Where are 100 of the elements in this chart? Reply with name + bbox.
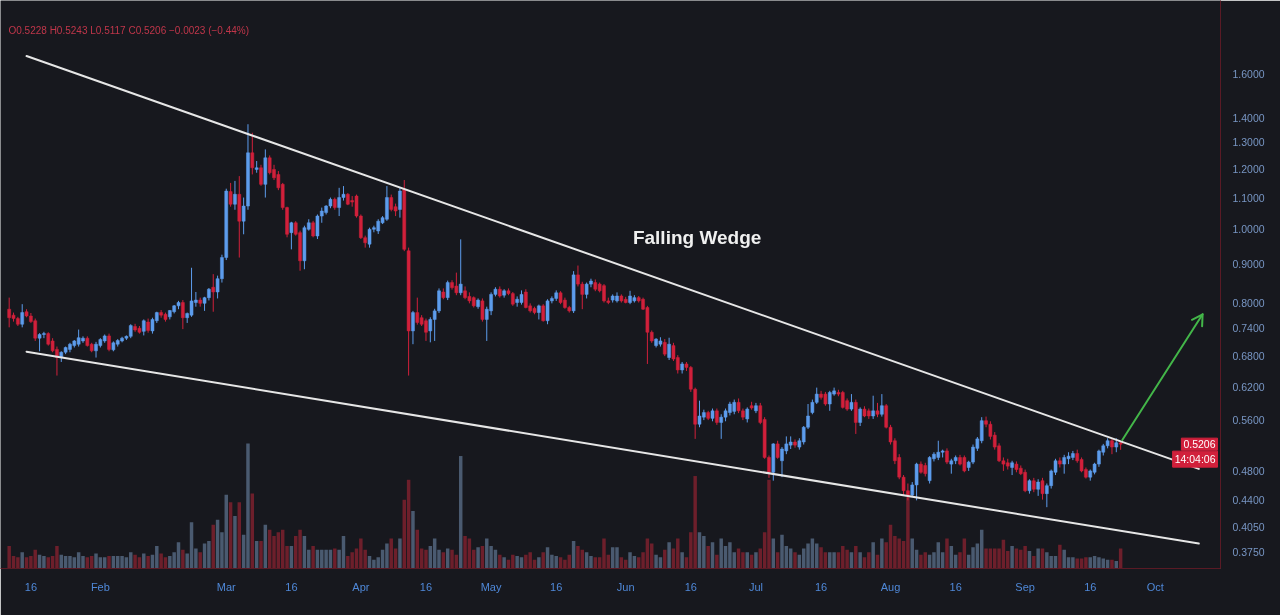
candlestick	[480, 297, 485, 323]
bar	[1036, 548, 1040, 569]
x-tick-label: 16	[949, 580, 962, 593]
bar	[33, 549, 37, 569]
candlestick	[289, 221, 294, 250]
x-tick-label: Feb	[90, 580, 110, 593]
bar	[463, 536, 467, 569]
bar	[107, 556, 111, 569]
bar	[1097, 557, 1101, 569]
bar	[754, 552, 758, 569]
x-tick-label: 16	[684, 580, 697, 593]
candlestick	[367, 227, 372, 249]
bar	[498, 554, 502, 569]
candlestick	[936, 440, 941, 461]
bar	[298, 529, 302, 569]
bar	[94, 553, 98, 569]
bar	[971, 547, 975, 569]
bar	[372, 559, 376, 569]
bar	[450, 549, 454, 569]
x-tick-label: Jul	[748, 580, 763, 593]
candlestick	[189, 267, 194, 318]
bar	[198, 552, 202, 569]
bar	[615, 547, 619, 569]
candlestick	[914, 462, 919, 501]
y-tick-label: 1.0000	[1232, 222, 1265, 235]
bar	[155, 546, 159, 569]
candlestick	[415, 297, 420, 326]
bar	[676, 538, 680, 569]
x-tick-label: 16	[24, 580, 38, 593]
x-tick-label: May	[480, 580, 502, 593]
bar	[1045, 552, 1049, 569]
bar	[602, 538, 606, 569]
y-tick-label: 0.8000	[1232, 296, 1265, 309]
bar	[832, 552, 836, 569]
bar	[867, 552, 871, 569]
x-tick-label: 16	[285, 580, 298, 593]
y-tick-label: 1.6000	[1232, 68, 1265, 81]
x-tick-label: Aug	[880, 580, 901, 593]
x-tick-label: 16	[1084, 580, 1097, 593]
bar	[1071, 557, 1075, 569]
bar	[871, 542, 875, 569]
x-tick-label: Apr	[352, 580, 370, 593]
bar	[133, 554, 137, 569]
bar	[207, 541, 211, 569]
annotation: 0.5206	[1183, 438, 1216, 451]
bar	[350, 552, 354, 569]
bar	[793, 552, 797, 569]
bar	[663, 549, 667, 569]
candlestick	[1040, 477, 1045, 501]
y-tick-label: 0.9000	[1232, 257, 1265, 270]
bar	[1032, 556, 1036, 569]
candlestick	[775, 440, 780, 460]
candlestick	[445, 280, 450, 301]
bar	[1058, 544, 1062, 569]
bar	[728, 542, 732, 569]
bar	[411, 511, 415, 569]
bar	[246, 443, 250, 569]
bar	[819, 547, 823, 569]
bar	[233, 516, 237, 569]
bar	[120, 556, 124, 569]
bar	[628, 552, 632, 569]
y-tick-label: 0.4400	[1232, 493, 1265, 506]
bar	[324, 549, 328, 569]
bar	[515, 556, 519, 569]
bar	[485, 538, 489, 569]
x-tick-label: 16	[419, 580, 433, 593]
bar	[919, 554, 923, 569]
bar	[528, 552, 532, 569]
bar	[311, 546, 315, 569]
candlestick	[181, 299, 185, 330]
text: O0.5228 H0.5243 L0.5117 C0.5206 −0.0023 (−0.44%)	[8, 25, 250, 36]
bar	[524, 554, 528, 569]
x-tick-label: 16	[814, 580, 828, 593]
bar	[159, 553, 163, 569]
candlestick	[211, 273, 216, 313]
bar	[146, 556, 150, 569]
bar	[854, 546, 858, 569]
y-tick-label: 1.2000	[1232, 162, 1265, 175]
candlestick	[880, 393, 884, 418]
bar	[476, 547, 480, 569]
candlestick	[871, 395, 875, 420]
bar	[55, 546, 59, 569]
y-tick-label: 0.6800	[1232, 350, 1265, 363]
bar	[806, 543, 810, 569]
bar	[424, 549, 428, 569]
bar	[680, 552, 684, 569]
bar	[1062, 549, 1066, 569]
bar	[1010, 546, 1014, 569]
bar	[780, 534, 784, 569]
bar	[554, 556, 558, 569]
x-tick-label: Jun	[616, 580, 635, 593]
y-tick-label: 0.7400	[1232, 322, 1265, 335]
y-tick-label: 1.1000	[1232, 191, 1265, 204]
y-tick-label: 0.3750	[1232, 546, 1265, 559]
y-tick-label: 0.5600	[1232, 414, 1265, 427]
bar	[654, 554, 658, 569]
candlestick	[250, 132, 255, 175]
bar	[1019, 549, 1023, 569]
bar	[259, 541, 263, 569]
bar	[880, 538, 884, 569]
